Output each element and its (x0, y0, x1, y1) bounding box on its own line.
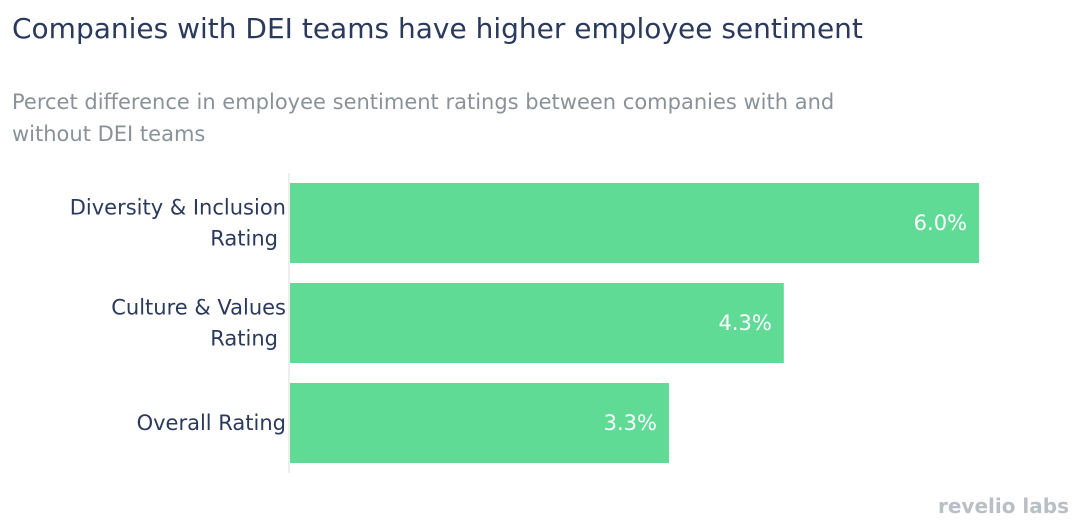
category-label-line: Overall Rating (137, 411, 286, 435)
category-label-1: Diversity & Inclusion Rating (70, 196, 286, 251)
category-label-line: Rating (210, 327, 278, 351)
revelio-labs-logo: revelio labs (937, 494, 1069, 518)
category-label-line: Diversity & Inclusion (70, 196, 286, 220)
bar-3 (290, 383, 669, 463)
data-label-3: 3.3% (604, 411, 657, 435)
category-label-line: Culture & Values (111, 296, 286, 320)
bar-2 (290, 283, 784, 363)
bar-1 (290, 183, 980, 263)
data-label-1: 6.0% (914, 211, 967, 235)
data-label-2: 4.3% (718, 311, 771, 335)
chart-subtitle: Percet difference in employee sentiment … (12, 90, 835, 146)
category-label-3: Overall Rating (137, 411, 286, 435)
category-label-2: Culture & Values Rating (111, 296, 286, 351)
category-label-line: Rating (210, 227, 278, 251)
chart-title: Companies with DEI teams have higher emp… (12, 12, 863, 45)
